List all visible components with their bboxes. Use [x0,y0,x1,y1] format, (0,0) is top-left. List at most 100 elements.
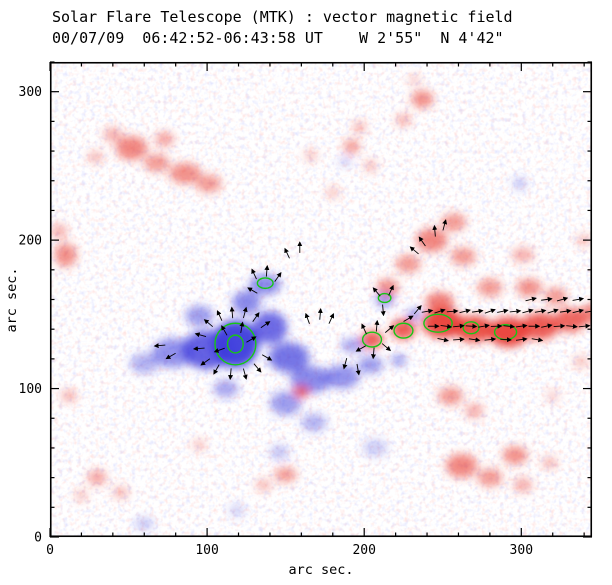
contour-ellipse [423,313,453,333]
negative-region [357,355,384,374]
positive-region [192,439,206,451]
vector-arrow [216,310,223,321]
positive-region [304,149,318,162]
positive-region [169,162,201,184]
vector-arrow [239,321,245,334]
vector-arrow [317,308,323,320]
negative-region [213,379,239,398]
positive-region [573,355,589,368]
positive-region [445,453,478,478]
vector-arrow [531,337,544,343]
negative-speckle-noise [51,63,591,536]
figure-subtitle: 00/07/09 06:42:52-06:43:58 UT W 2'55" N … [52,29,504,47]
vector-arrow [421,308,434,314]
vector-arrow [260,321,271,329]
negative-region [301,413,327,432]
vector-arrow [541,323,553,329]
positive-region [395,113,412,126]
vector-arrow [328,313,335,324]
positive-region [364,159,377,172]
positive-region [502,446,528,465]
positive-region [353,121,366,134]
positive-region [376,278,399,297]
vector-arrow [261,354,273,361]
vector-arrow [251,268,257,280]
positive-region [477,468,503,487]
contour-ellipse [214,322,257,366]
vector-arrow [468,337,481,343]
vector-arrow [453,323,465,329]
axis-ticks [49,61,592,538]
vector-arrow [446,308,459,314]
vector-arrow [381,343,392,352]
vector-arrow [213,347,225,353]
vector-arrow [413,305,422,315]
y-tick-label: 100 [19,382,42,397]
vector-arrow [371,347,377,360]
y-tick-label: 300 [19,85,42,100]
vector-arrow [355,345,366,352]
vector-arrow [534,308,547,314]
contour-ellipse [226,334,244,354]
positive-region [411,90,434,109]
vector-arrow [478,323,490,329]
vector-arrow [525,296,537,302]
negative-region [229,504,245,517]
vector-arrow [515,323,528,329]
positive-region [60,390,77,402]
vector-arrow [247,287,258,294]
vector-arrow [503,323,516,329]
vector-arrow [572,296,585,302]
vector-arrow [442,219,448,231]
negative-region [390,354,407,367]
positive-region [87,151,104,163]
positive-region [144,154,170,172]
vector-arrow [229,306,235,319]
vector-arrow [194,332,207,338]
vector-arrow [403,315,414,322]
noise-layer [51,63,591,536]
vector-arrow [471,308,484,314]
negative-region [362,439,388,457]
vector-arrow [556,296,569,302]
positive-region [115,136,148,160]
vector-arrow [246,336,257,343]
axis-tick-labels: 0 100 200 300 0 100 200 300 [19,85,534,558]
positive-region [395,254,421,273]
positive-region [521,312,560,340]
vector-arrow [384,325,395,333]
magnetic-field-blobs [51,75,591,530]
vector-arrow [509,308,522,314]
vector-arrow [252,312,260,322]
vector-arrow [253,363,262,373]
positive-region [75,489,88,502]
vector-arrow [153,343,166,349]
vector-arrow [200,358,211,366]
negative-region [513,177,527,190]
negative-region [268,342,310,373]
positive-region [103,127,123,143]
vector-arrow [484,308,496,314]
y-tick-label: 200 [19,234,42,249]
vector-arrow [541,296,553,302]
contour-ellipse [393,322,414,339]
figure-title: Solar Flare Telescope (MTK) : vector mag… [52,8,513,26]
negative-region [249,274,281,296]
contour-ellipse [377,292,392,304]
vector-arrow [459,308,471,314]
vector-arrow [497,308,509,314]
positive-region [450,247,476,266]
negative-region [269,391,302,416]
positive-region [293,385,310,398]
vector-arrow [304,312,310,324]
negative-region [252,311,288,345]
vector-arrow [547,308,559,314]
positive-region [255,479,272,491]
positive-region [464,403,484,419]
x-tick-label: 100 [195,543,218,558]
positive-region [455,315,494,343]
positive-region [425,292,454,313]
vector-arrow [242,368,248,380]
